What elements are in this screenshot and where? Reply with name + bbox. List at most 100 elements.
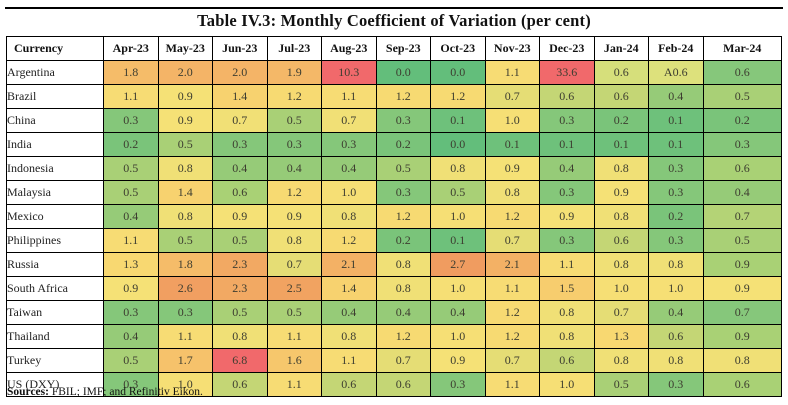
value-cell: 0.9 [103, 276, 159, 301]
value-cell: 2.3 [212, 252, 268, 277]
table-row: US (DXY) 0.3 1.0 0.6 1.1 0.6 0.6 0.3 1.1 1.0 0.5 0.… [6, 372, 782, 397]
value-cell: 0.2 [375, 228, 431, 253]
value-cell: 0.6 [648, 324, 704, 349]
value-cell: 0.7 [702, 300, 782, 325]
value-cell: 0.7 [266, 252, 322, 277]
value-cell: 1.0 [484, 108, 540, 133]
value-cell: 0.8 [212, 324, 268, 349]
value-cell: 1.9 [266, 60, 322, 85]
row-label: China [6, 108, 104, 133]
value-cell: 0.8 [648, 348, 704, 373]
value-cell: 0.4 [103, 324, 159, 349]
value-cell: 1.0 [430, 276, 486, 301]
table-row: Taiwan 0.3 0.3 0.5 0.5 0.4 0.4 0.4 1.2 0.8 0.7 0.4 0… [6, 300, 782, 325]
value-cell: 0.4 [430, 300, 486, 325]
value-cell: 0.8 [157, 156, 213, 181]
value-cell: 1.1 [321, 348, 377, 373]
value-cell: 0.5 [103, 180, 159, 205]
row-label: US (DXY) [6, 372, 104, 397]
value-cell: 0.7 [702, 204, 782, 229]
value-cell: 0.5 [103, 348, 159, 373]
value-cell: 1.2 [484, 324, 540, 349]
value-cell: 0.5 [157, 132, 213, 157]
value-cell: 0.8 [593, 252, 649, 277]
value-cell: 1.7 [157, 348, 213, 373]
value-cell: 33.6 [539, 60, 595, 85]
row-label: Mexico [6, 204, 104, 229]
value-cell: 0.9 [430, 348, 486, 373]
value-cell: 1.4 [157, 180, 213, 205]
value-cell: 1.1 [484, 60, 540, 85]
value-cell: 0.3 [157, 300, 213, 325]
column-header-currency: Currency [6, 36, 104, 61]
table-row: Indonesia 0.5 0.8 0.4 0.4 0.4 0.5 0.8 0.9 0.4 0.8 0… [6, 156, 782, 181]
value-cell: 0.2 [702, 108, 782, 133]
sources-note: Sources: FBIL; IMF; and Refinitiv Eikon. [7, 386, 203, 398]
table-row: South Africa 0.9 2.6 2.3 2.5 1.4 0.8 1.0 1.1 1.5 1… [6, 276, 782, 301]
value-cell: 0.3 [103, 108, 159, 133]
row-label: Taiwan [6, 300, 104, 325]
value-cell: 0.4 [212, 156, 268, 181]
column-header-month: Oct-23 [430, 36, 486, 61]
column-header-month: Apr-23 [103, 36, 159, 61]
value-cell: 0.9 [702, 276, 782, 301]
value-cell: 0.5 [266, 300, 322, 325]
value-cell: 0.9 [702, 252, 782, 277]
row-label: Philippines [6, 228, 104, 253]
value-cell: 0.2 [103, 132, 159, 157]
column-header-month: Jan-24 [593, 36, 649, 61]
value-cell: 0.6 [593, 84, 649, 109]
value-cell: 0.1 [593, 132, 649, 157]
value-cell: 1.2 [321, 228, 377, 253]
value-cell: 1.0 [321, 180, 377, 205]
value-cell: 0.3 [103, 300, 159, 325]
value-cell: 0.8 [375, 252, 431, 277]
value-cell: 0.4 [539, 156, 595, 181]
value-cell: 0.3 [539, 108, 595, 133]
row-label: South Africa [6, 276, 104, 301]
value-cell: 0.0 [430, 60, 486, 85]
value-cell: 0.9 [157, 84, 213, 109]
value-cell: 0.8 [375, 276, 431, 301]
value-cell: 0.1 [430, 108, 486, 133]
value-cell: 1.0 [430, 324, 486, 349]
row-label: Argentina [6, 60, 104, 85]
value-cell: 10.3 [321, 60, 377, 85]
value-cell: 0.7 [321, 108, 377, 133]
value-cell: 0.6 [702, 60, 782, 85]
row-label: Turkey [6, 348, 104, 373]
value-cell: 0.5 [593, 372, 649, 397]
value-cell: 1.3 [593, 324, 649, 349]
value-cell: 1.8 [157, 252, 213, 277]
value-cell: 1.2 [484, 300, 540, 325]
column-header-month: Jun-23 [212, 36, 268, 61]
value-cell: 1.1 [157, 324, 213, 349]
value-cell: 0.6 [702, 156, 782, 181]
value-cell: 0.6 [593, 228, 649, 253]
column-header-month: Sep-23 [375, 36, 431, 61]
column-header-month: Dec-23 [539, 36, 595, 61]
page-title: Table IV.3: Monthly Coefficient of Varia… [197, 11, 591, 30]
value-cell: 1.2 [375, 324, 431, 349]
value-cell: 0.9 [539, 204, 595, 229]
value-cell: 1.1 [539, 252, 595, 277]
value-cell: 0.7 [375, 348, 431, 373]
value-cell: 0.3 [648, 156, 704, 181]
value-cell: 1.1 [266, 372, 322, 397]
value-cell: 0.8 [484, 180, 540, 205]
value-cell: A0.6 [648, 60, 704, 85]
value-cell: 0.9 [702, 324, 782, 349]
value-cell: 0.4 [321, 300, 377, 325]
value-cell: 0.6 [539, 348, 595, 373]
table-row: Thailand 0.4 1.1 0.8 1.1 0.8 1.2 1.0 1.2 0.8 1.3 0.… [6, 324, 782, 349]
value-cell: 1.6 [266, 348, 322, 373]
value-cell: 0.8 [648, 252, 704, 277]
value-cell: 0.9 [484, 156, 540, 181]
value-cell: 2.1 [484, 252, 540, 277]
value-cell: 0.1 [430, 228, 486, 253]
value-cell: 1.0 [593, 276, 649, 301]
value-cell: 0.8 [539, 324, 595, 349]
value-cell: 0.4 [103, 204, 159, 229]
value-cell: 0.6 [375, 372, 431, 397]
value-cell: 0.2 [593, 108, 649, 133]
